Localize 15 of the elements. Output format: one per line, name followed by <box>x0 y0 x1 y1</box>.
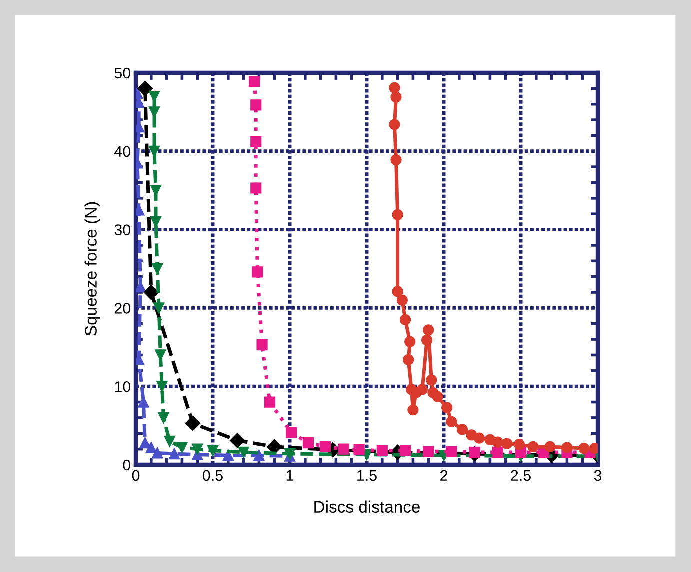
x-tick-label: 1 <box>286 470 294 481</box>
x-tick-label: 0.5 <box>202 470 223 482</box>
y-tick-label: 50 <box>114 68 131 79</box>
y-tick-label: 0 <box>123 460 131 471</box>
x-tick-label: 3 <box>594 470 602 482</box>
x-tick-label: 1.5 <box>358 470 377 482</box>
y-axis-title: Squeeze force (N) <box>84 202 100 336</box>
x-tick-label: 2.5 <box>511 470 531 482</box>
x-axis-title: Discs distance <box>314 500 420 514</box>
x-tick-label: 2 <box>440 470 448 481</box>
y-tick-label: 40 <box>114 146 131 158</box>
x-tick-label: 0 <box>132 470 140 482</box>
y-tick-label: 20 <box>114 303 131 314</box>
y-tick-label: 30 <box>114 224 131 236</box>
y-tick-label: 10 <box>115 381 131 392</box>
